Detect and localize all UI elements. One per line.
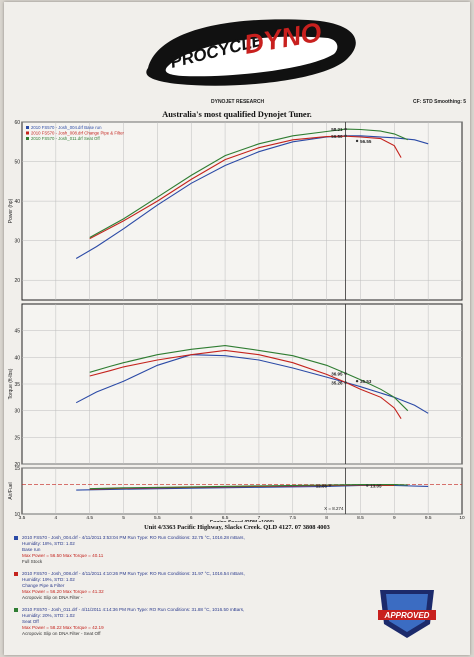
x-tick-label: 9.5 xyxy=(425,515,432,521)
run-humidity: Humidity: 19%, STD: 1.02 xyxy=(22,577,75,582)
data-label: 56.50 xyxy=(331,134,343,139)
run-note: Acropovic Slip on DNA Filter - Seat Off xyxy=(22,631,101,636)
y-tick-label: 30 xyxy=(14,409,20,415)
y-tick-label: 45 xyxy=(14,329,20,335)
plot-area xyxy=(21,121,463,301)
x-tick-label: 4 xyxy=(55,515,58,521)
run-note: Acropovic Slip on DNA Filter - xyxy=(22,595,83,600)
data-label: 36.95 xyxy=(331,372,343,377)
data-label: 12.86 xyxy=(316,483,328,488)
run-note: Full Stock xyxy=(22,559,43,564)
run-marker xyxy=(14,608,18,612)
x-tick-label: 10 xyxy=(459,515,465,521)
x-tick-label: 5.5 xyxy=(154,515,161,521)
run-entry: 2010 FS570 - Josh_011.drf - 4/11/2011 4:… xyxy=(14,607,344,637)
y-tick-label: 30 xyxy=(14,239,20,245)
x-tick-label: 7.5 xyxy=(289,515,296,521)
legend-swatch xyxy=(26,126,29,129)
run-entry: 2010 FS570 - Josh_008.drf - 4/11/2011 4:… xyxy=(14,571,344,601)
run-marker xyxy=(14,536,18,540)
dynojet-research-label: DYNOJET RESEARCH xyxy=(211,99,265,105)
data-point-marker xyxy=(355,139,359,143)
data-label: 56.55 xyxy=(360,139,372,144)
legend-swatch xyxy=(26,131,29,135)
run-title: Change Pipe & Filter xyxy=(22,583,65,588)
x-tick-label: 3.5 xyxy=(19,515,26,521)
y-tick-label: 20 xyxy=(14,278,20,284)
run-max-values: Max Power = 56.20 Max Torque = 41.32 xyxy=(22,589,104,594)
y-tick-label: 35 xyxy=(14,382,20,388)
run-header: 2010 FS570 - Josh_008.drf - 4/11/2011 4:… xyxy=(22,571,245,576)
x-tick-label: 6 xyxy=(190,515,193,521)
data-label: 35.53 xyxy=(360,379,372,384)
y-tick-label: 50 xyxy=(14,160,20,166)
data-point-marker xyxy=(344,134,347,138)
data-point-marker xyxy=(366,484,369,487)
logo-suffix: ltd xyxy=(314,63,322,70)
series-line xyxy=(75,135,429,259)
legend-swatch xyxy=(26,137,29,140)
correction-factor-info: CF: STD Smoothing: 5 xyxy=(413,99,467,105)
run-max-values: Max Power = 56.50 Max Torque = 40.11 xyxy=(22,553,104,558)
run-title: Seat Off xyxy=(22,619,39,624)
run-humidity: Humidity: 18%, STD: 1.02 xyxy=(22,541,75,546)
y-tick-label: 40 xyxy=(14,199,20,205)
data-label: 13.05 xyxy=(370,483,382,488)
x-axis-label: Engine Speed (RPM x1000) xyxy=(210,520,275,522)
y-tick-label: 60 xyxy=(14,120,20,126)
y-tick-label: 15 xyxy=(14,466,20,472)
x-tick-label: 5 xyxy=(122,515,125,521)
x-tick-label: 7 xyxy=(258,515,261,521)
data-point-marker xyxy=(344,127,347,131)
series-line xyxy=(89,345,409,412)
data-label: 35.26 xyxy=(331,381,343,386)
cursor-label: X = 8.274 xyxy=(324,506,344,511)
data-point-marker xyxy=(344,381,347,384)
chart-title: Australia's most qualified Dynojet Tuner… xyxy=(162,109,312,119)
x-tick-label: 4.5 xyxy=(86,515,93,521)
dyno-chart: 20 30 40 50 60 Power (hp) 58.21 56.50 56.55 2010 … xyxy=(8,120,465,522)
series-line xyxy=(89,135,402,240)
x-tick-label: 9 xyxy=(393,515,396,521)
series-line xyxy=(89,128,409,238)
series-line xyxy=(75,354,429,414)
series-line xyxy=(89,484,408,490)
x-tick-label: 8.5 xyxy=(357,515,364,521)
y-tick-label: 25 xyxy=(14,435,20,441)
run-humidity: Humidity: 20%, STD: 1.02 xyxy=(22,613,75,618)
data-point-marker xyxy=(344,372,347,375)
legend-entry: 2010 FS570 - Josh_004.drf Base run xyxy=(31,125,102,130)
y-axis-label: Air/Fuel xyxy=(8,482,14,499)
y-axis-label: Power (hp) xyxy=(8,198,14,223)
run-header: 2010 FS570 - Josh_011.drf - 4/11/2011 4:… xyxy=(22,607,245,612)
run-marker xyxy=(14,572,18,576)
run-details: 2010 FS570 - Josh_004.drf - 4/11/2011 3:… xyxy=(14,535,344,643)
dyno-sheet: PROCYCLE DYNO ltd DYNOJET RESEARCH CF: S… xyxy=(4,2,470,655)
run-max-values: Max Power = 58.22 Max Torque = 42.19 xyxy=(22,625,104,630)
data-point-marker xyxy=(355,379,359,383)
badge-text: APPROVED xyxy=(384,611,430,620)
run-title: Base run xyxy=(22,547,41,552)
legend-entry: 2010 FS570 - Josh_011.drf Seat Off xyxy=(31,136,100,141)
approved-badge: APPROVED xyxy=(376,580,438,642)
data-point-marker xyxy=(328,484,332,487)
procycle-dyno-logo: PROCYCLE DYNO ltd xyxy=(138,10,366,92)
footer-address: Unit 4/3363 Pacific Highway, Slacks Cree… xyxy=(144,524,330,531)
y-tick-label: 20 xyxy=(14,462,20,468)
run-entry: 2010 FS570 - Josh_004.drf - 4/11/2011 3:… xyxy=(14,535,344,565)
series-line xyxy=(89,349,402,419)
run-header: 2010 FS570 - Josh_004.drf - 4/11/2011 3:… xyxy=(22,535,245,540)
x-tick-label: 8 xyxy=(325,515,328,521)
y-tick-label: 10 xyxy=(14,512,20,518)
data-label: 58.21 xyxy=(331,127,343,132)
x-tick-label: 6.5 xyxy=(222,515,229,521)
y-axis-label: Torque (ft-lbs) xyxy=(8,368,14,399)
y-tick-label: 40 xyxy=(14,355,20,361)
plot-area xyxy=(21,467,463,515)
legend-entry: 2010 FS570 - Josh_008.drf Change Pipe & … xyxy=(31,131,124,136)
